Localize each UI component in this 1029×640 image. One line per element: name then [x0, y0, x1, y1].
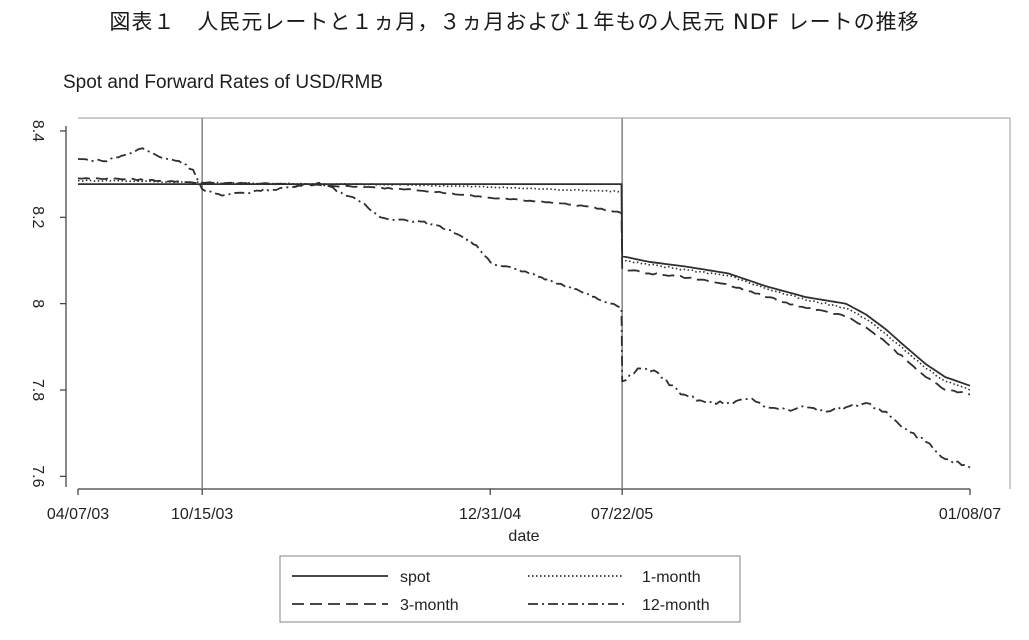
legend-label-12-month: 12-month: [642, 597, 710, 614]
legend-label-1-month: 1-month: [642, 569, 701, 586]
legend-label-spot: spot: [400, 569, 431, 586]
legend-label-3-month: 3-month: [400, 597, 459, 614]
y-tick-label: 8.4: [29, 120, 46, 142]
chart-title: Spot and Forward Rates of USD/RMB: [63, 72, 383, 93]
series-line-spot: [78, 183, 971, 387]
legend-box: [279, 555, 741, 623]
x-axis-label: date: [508, 528, 539, 545]
y-tick-label: 8.2: [29, 206, 46, 228]
y-tick-label: 7.8: [29, 379, 46, 401]
y-tick-label: 8: [29, 299, 46, 308]
figure-caption: 図表１ 人民元レートと１ヵ月，３ヵ月および１年もの人民元 NDF レートの推移: [109, 10, 920, 34]
x-tick-label: 04/07/03: [47, 506, 109, 523]
y-tick-label: 7.6: [29, 465, 46, 487]
series-line-1-month: [77, 179, 971, 391]
x-tick-label: 12/31/04: [459, 506, 521, 523]
series-line-12-month: [77, 147, 971, 469]
series-line-3-month: [77, 177, 971, 396]
x-tick-label: 01/08/07: [939, 506, 1001, 523]
x-tick-label: 07/22/05: [591, 506, 653, 523]
x-tick-label: 10/15/03: [171, 506, 233, 523]
